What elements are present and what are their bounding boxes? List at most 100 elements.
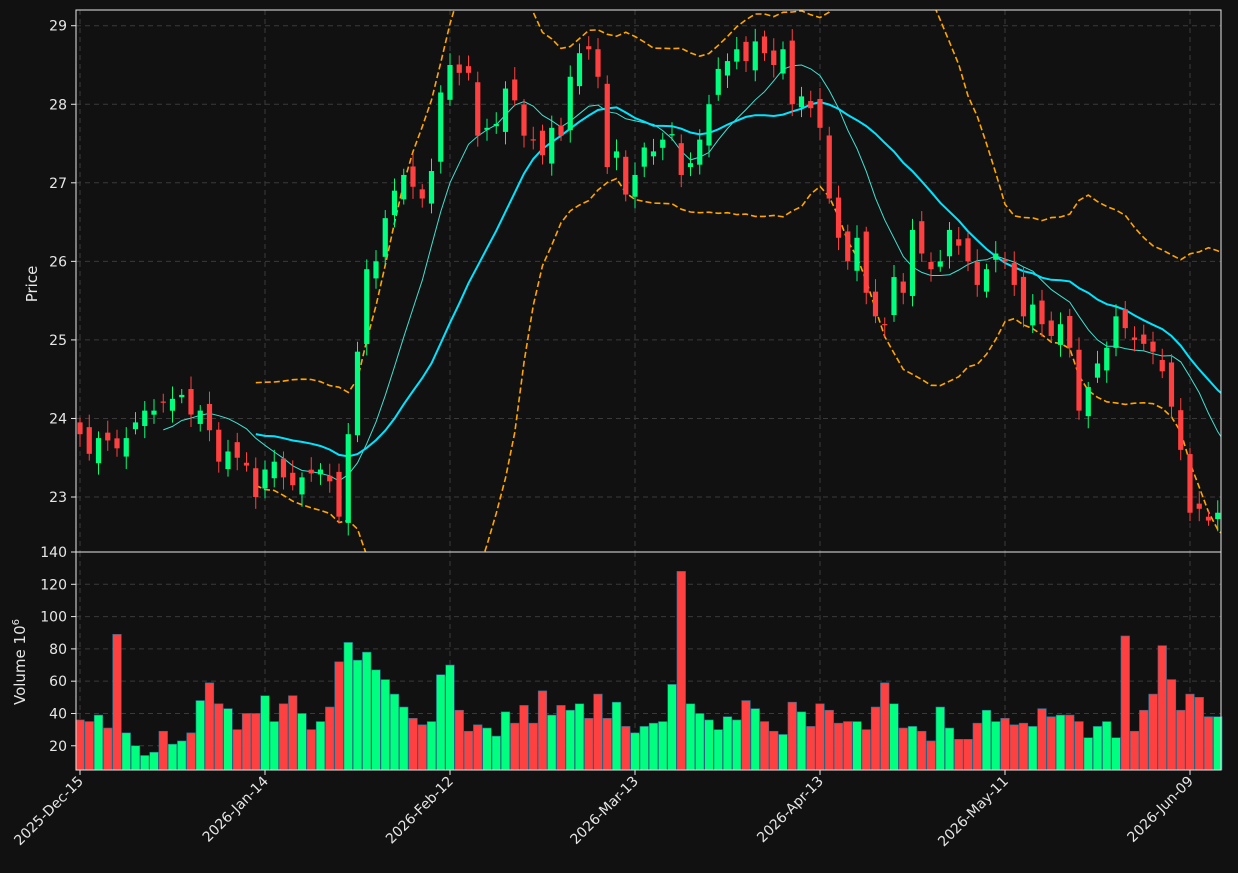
volume-bar bbox=[519, 705, 529, 771]
volume-bar bbox=[121, 732, 131, 771]
candle-body bbox=[336, 471, 342, 517]
volume-bar bbox=[935, 706, 945, 771]
volume-bar bbox=[306, 729, 316, 771]
candle-body bbox=[123, 438, 129, 457]
price-axis-label: Price bbox=[23, 266, 41, 303]
volume-bar bbox=[1028, 726, 1038, 771]
volume-bar bbox=[214, 703, 224, 771]
volume-bar bbox=[223, 708, 233, 771]
volume-bar bbox=[584, 718, 594, 771]
volume-bar bbox=[667, 684, 677, 771]
candle-body bbox=[1159, 359, 1165, 372]
volume-bar bbox=[944, 727, 955, 771]
candle-body bbox=[697, 139, 703, 165]
candle-body bbox=[549, 127, 555, 164]
volume-bar bbox=[1092, 726, 1103, 771]
volume-bar bbox=[991, 721, 1001, 771]
volume-bar bbox=[371, 669, 381, 771]
volume-bar bbox=[1166, 679, 1177, 771]
volume-bar bbox=[750, 708, 760, 771]
volume-bar bbox=[778, 734, 788, 771]
candle-body bbox=[752, 41, 758, 71]
candle-body bbox=[1205, 516, 1212, 521]
candle-body bbox=[456, 64, 462, 73]
candle-body bbox=[539, 130, 546, 156]
candle-body bbox=[364, 269, 370, 344]
volume-bar bbox=[1037, 708, 1047, 771]
candle-body bbox=[706, 104, 712, 146]
candle-body bbox=[882, 324, 888, 326]
candle-body bbox=[863, 231, 869, 293]
volume-bar bbox=[251, 713, 261, 771]
candle-body bbox=[909, 229, 916, 296]
candle-body bbox=[1002, 259, 1008, 262]
volume-bar bbox=[574, 703, 585, 771]
volume-bar bbox=[343, 642, 353, 771]
volume-tick-label: 60 bbox=[49, 674, 67, 690]
candle-body bbox=[160, 401, 166, 403]
volume-bar bbox=[241, 713, 252, 771]
volume-bar bbox=[972, 722, 982, 771]
volume-bar bbox=[796, 711, 807, 771]
volume-bar bbox=[1018, 722, 1029, 771]
candle-body bbox=[1030, 304, 1036, 326]
candle-body bbox=[946, 229, 953, 257]
volume-bar bbox=[1074, 721, 1084, 771]
candle-body bbox=[808, 101, 814, 109]
candle-body bbox=[965, 238, 971, 262]
volume-bar bbox=[75, 719, 85, 771]
candle-body bbox=[1085, 387, 1091, 417]
candle-body bbox=[86, 427, 92, 454]
candle-body bbox=[919, 221, 925, 254]
candle-body bbox=[567, 76, 573, 131]
volume-bar bbox=[1129, 730, 1140, 771]
volume-bar bbox=[288, 695, 298, 771]
candle-body bbox=[280, 458, 287, 478]
volume-bar bbox=[84, 721, 94, 771]
candle-body bbox=[872, 291, 879, 317]
volume-bar bbox=[130, 745, 141, 771]
candle-body bbox=[576, 53, 583, 87]
volume-bar bbox=[565, 709, 575, 771]
candle-body bbox=[234, 442, 240, 458]
volume-bar bbox=[463, 730, 474, 771]
candle-body bbox=[983, 269, 990, 292]
candle-body bbox=[900, 281, 906, 293]
volume-bar bbox=[177, 740, 187, 771]
volume-bar bbox=[593, 693, 603, 771]
volume-bar bbox=[880, 682, 890, 771]
candle-body bbox=[1196, 503, 1202, 509]
volume-bar bbox=[167, 743, 178, 771]
candle-body bbox=[512, 79, 518, 101]
volume-y-axis: 20 40 60 80 100 120 140 bbox=[40, 545, 76, 755]
candle-body bbox=[373, 261, 379, 279]
candle-body bbox=[660, 139, 666, 148]
volume-bar bbox=[611, 701, 622, 771]
volume-bar bbox=[297, 713, 307, 771]
volume-bar bbox=[787, 701, 797, 771]
volume-bar bbox=[926, 740, 936, 771]
candle-body bbox=[530, 139, 536, 141]
volume-bar bbox=[1083, 737, 1093, 771]
volume-bar bbox=[898, 727, 908, 771]
volume-tick-label: 40 bbox=[49, 706, 67, 722]
volume-bar bbox=[491, 735, 501, 771]
candle-body bbox=[928, 261, 934, 270]
volume-bar bbox=[158, 730, 168, 771]
volume-bar bbox=[658, 721, 668, 771]
candle-body bbox=[179, 394, 185, 398]
volume-bar bbox=[824, 709, 834, 771]
candle-body bbox=[678, 143, 684, 175]
candle-body bbox=[669, 134, 675, 136]
price-tick-label: 26 bbox=[49, 254, 67, 270]
volume-bar bbox=[621, 726, 631, 771]
candle-body bbox=[243, 462, 250, 466]
candle-body bbox=[410, 166, 416, 187]
candle-body bbox=[789, 40, 795, 105]
candle-body bbox=[401, 174, 407, 200]
price-tick-label: 27 bbox=[49, 176, 67, 192]
volume-bar bbox=[528, 722, 538, 771]
volume-bar bbox=[1148, 693, 1158, 771]
volume-bar bbox=[112, 634, 122, 771]
candle-body bbox=[169, 398, 176, 411]
